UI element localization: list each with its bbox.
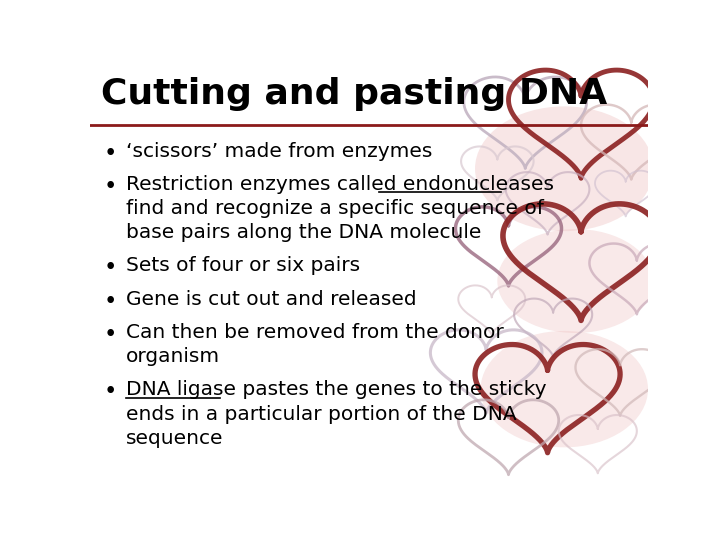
Text: •: • (104, 290, 117, 313)
Ellipse shape (498, 229, 654, 333)
Text: Sets of four or six pairs: Sets of four or six pairs (126, 256, 361, 275)
Text: base pairs along the DNA molecule: base pairs along the DNA molecule (126, 223, 482, 242)
Text: Gene is cut out and released: Gene is cut out and released (126, 290, 417, 309)
Text: ‘scissors’ made from enzymes: ‘scissors’ made from enzymes (126, 141, 433, 161)
Ellipse shape (475, 106, 654, 231)
Text: Can then be removed from the donor: Can then be removed from the donor (126, 323, 504, 342)
Text: sequence: sequence (126, 429, 224, 448)
Text: find and recognize a specific sequence of: find and recognize a specific sequence o… (126, 199, 544, 218)
Text: Restriction enzymes called endonucleases: Restriction enzymes called endonucleases (126, 175, 554, 194)
Text: DNA ligase pastes the genes to the sticky: DNA ligase pastes the genes to the stick… (126, 380, 546, 400)
Text: organism: organism (126, 347, 220, 366)
Text: •: • (104, 175, 117, 198)
Text: •: • (104, 380, 117, 403)
Text: Cutting and pasting DNA: Cutting and pasting DNA (101, 77, 608, 111)
Text: ends in a particular portion of the DNA: ends in a particular portion of the DNA (126, 404, 517, 423)
Text: •: • (104, 141, 117, 165)
Text: •: • (104, 323, 117, 346)
Ellipse shape (480, 331, 648, 447)
Text: •: • (104, 256, 117, 280)
